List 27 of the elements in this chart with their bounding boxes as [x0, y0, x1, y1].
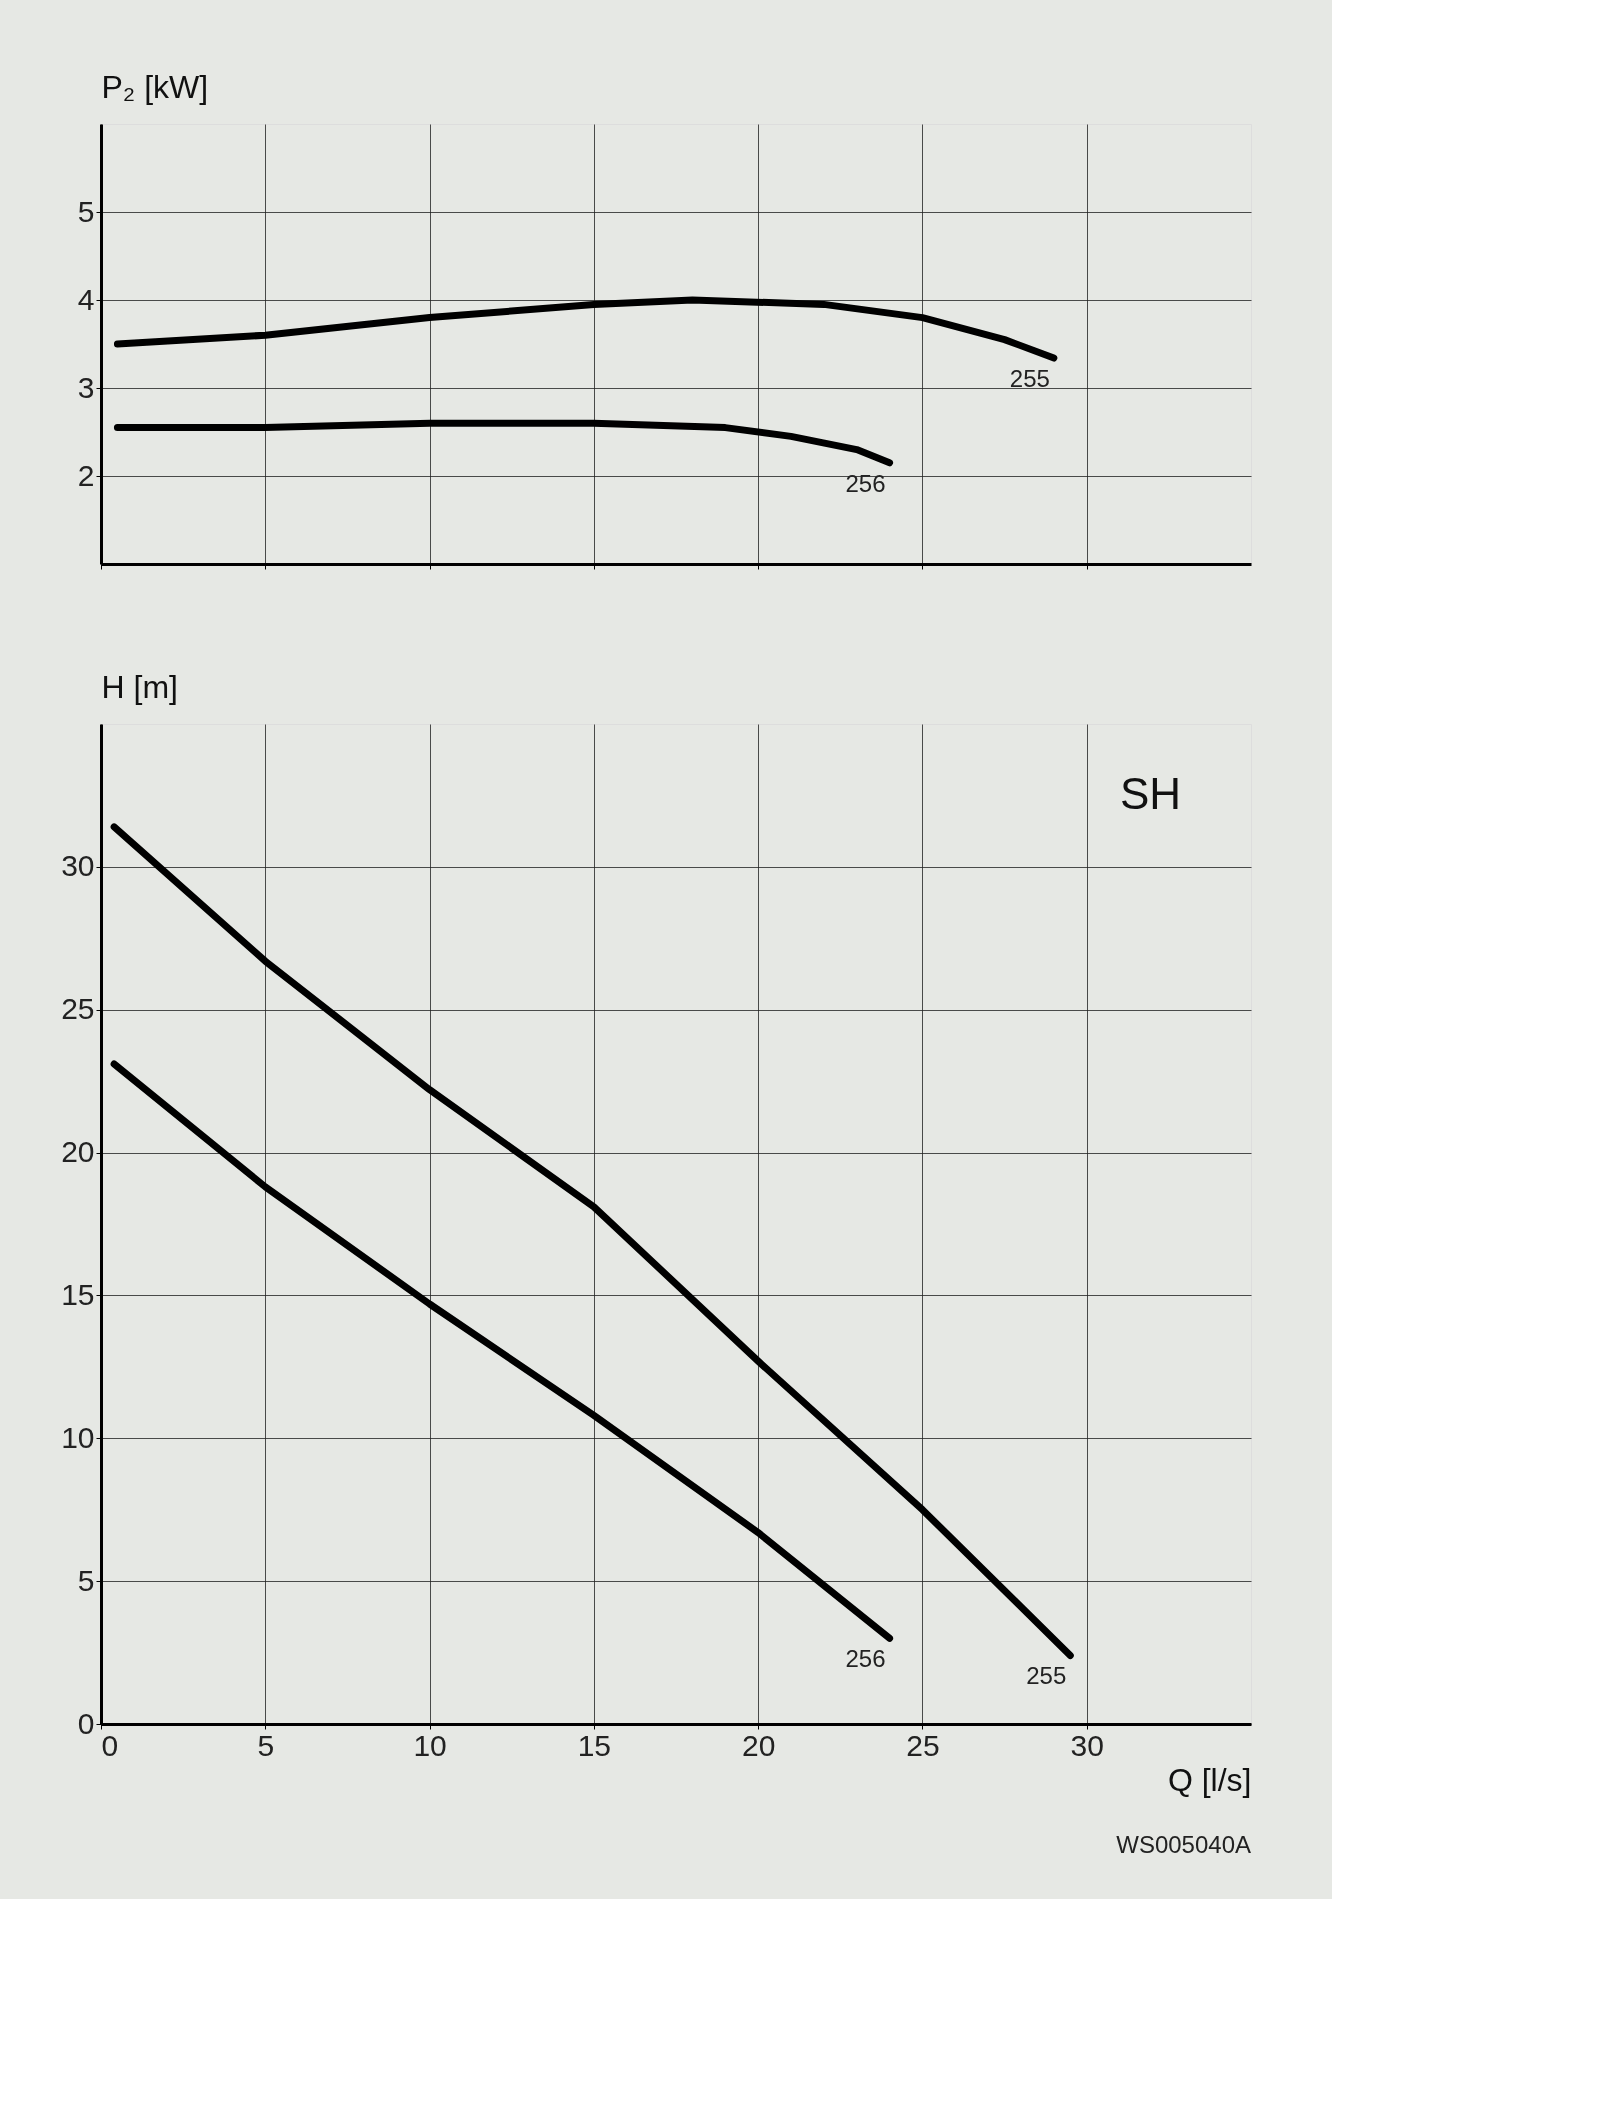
x-tick-label: 5 [257, 1728, 275, 1762]
x-tick-label: 0 [101, 1728, 119, 1762]
y-tick-label: 3 [77, 370, 95, 404]
y-axis-title: H [m] [101, 668, 178, 705]
text: WS005040A [1116, 1831, 1251, 1858]
y-tick-label: 25 [61, 992, 95, 1026]
y-tick-label: 0 [77, 1706, 95, 1740]
y-tick-label: 15 [61, 1277, 95, 1311]
annotation: SH [1119, 769, 1181, 818]
y-tick-label: 2 [77, 458, 95, 492]
y-tick-label: 5 [77, 194, 95, 228]
y-axis-title: P₂ [kW] [101, 68, 209, 105]
x-axis-title: Q [l/s] [1167, 1761, 1252, 1798]
x-tick-label: 20 [741, 1728, 776, 1762]
x-tick-label: 15 [577, 1728, 612, 1762]
series-label: 256 [845, 1645, 886, 1673]
y-tick-label: 20 [61, 1135, 95, 1169]
y-tick-label: 5 [77, 1563, 95, 1597]
y-tick-label: 30 [61, 849, 95, 883]
series-label: 255 [1026, 1662, 1067, 1690]
x-tick-label: 25 [906, 1728, 940, 1762]
y-tick-label: 4 [77, 282, 95, 316]
x-tick-label: 10 [413, 1728, 447, 1762]
x-tick-label: 30 [1070, 1728, 1104, 1762]
y-tick-label: 10 [61, 1420, 95, 1454]
series-label: 256 [845, 469, 886, 497]
series-label: 255 [1009, 365, 1050, 393]
